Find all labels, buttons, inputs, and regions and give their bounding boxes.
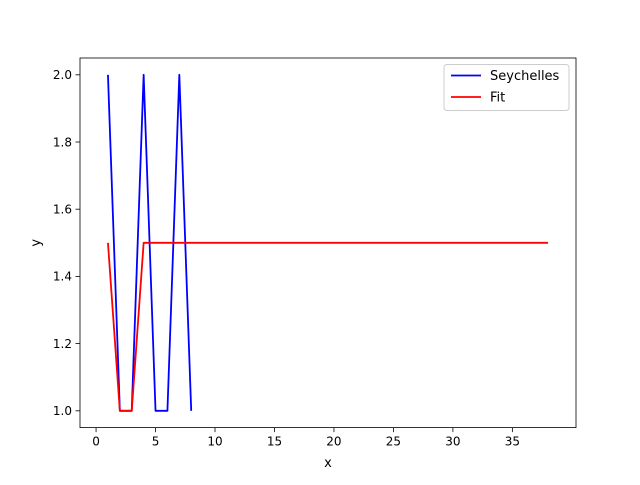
x-axis-ticks: 0 5 10 15 20 25 30 35 xyxy=(92,427,520,449)
x-axis-label: x xyxy=(324,456,332,471)
series-line-fit xyxy=(107,241,549,412)
x-tick-label: 5 xyxy=(152,435,160,449)
y-tick-label: 1.8 xyxy=(53,135,72,149)
legend: Seychelles Fit xyxy=(443,64,570,111)
y-tick-label: 1.0 xyxy=(53,404,72,418)
legend-label-fit: Fit xyxy=(490,91,505,106)
x-tick-label: 35 xyxy=(505,435,520,449)
legend-label-seychelles: Seychelles xyxy=(490,69,560,84)
x-tick-label: 25 xyxy=(386,435,401,449)
plot-area-frame xyxy=(79,57,577,429)
x-tick-label: 30 xyxy=(445,435,460,449)
x-tick-label: 20 xyxy=(326,435,341,449)
y-tick-label: 2.0 xyxy=(53,68,72,82)
y-tick-label: 1.2 xyxy=(53,337,72,351)
series-layer xyxy=(107,73,549,412)
x-tick-label: 10 xyxy=(207,435,222,449)
x-tick-label: 0 xyxy=(92,435,100,449)
x-tick-label: 15 xyxy=(267,435,282,449)
y-axis-label: y xyxy=(29,239,44,247)
y-tick-label: 1.6 xyxy=(53,203,72,217)
y-tick-label: 1.4 xyxy=(53,270,72,284)
y-axis-ticks: 1.0 1.2 1.4 1.6 1.8 2.0 xyxy=(53,68,80,418)
